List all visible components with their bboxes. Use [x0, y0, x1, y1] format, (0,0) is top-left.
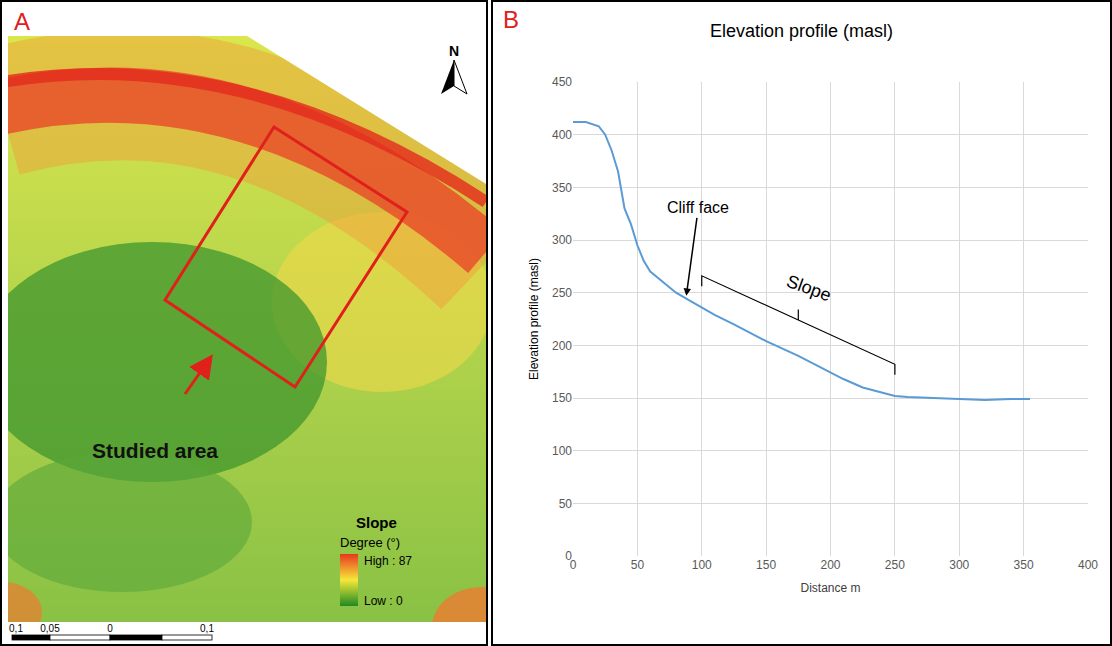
svg-text:150: 150: [552, 391, 572, 405]
svg-text:0,1: 0,1: [200, 623, 214, 634]
svg-text:Elevation profile (masl): Elevation profile (masl): [710, 21, 893, 41]
svg-text:Distance m: Distance m: [800, 581, 860, 595]
svg-text:100: 100: [692, 558, 712, 572]
svg-text:A: A: [14, 8, 30, 35]
svg-text:100: 100: [552, 444, 572, 458]
svg-text:Low : 0: Low : 0: [364, 594, 403, 608]
svg-text:350: 350: [1014, 558, 1034, 572]
svg-text:Studied area: Studied area: [92, 439, 218, 462]
svg-text:High : 87: High : 87: [364, 554, 412, 568]
svg-text:0,05: 0,05: [40, 623, 60, 634]
svg-text:Slope: Slope: [356, 514, 397, 531]
svg-text:50: 50: [631, 558, 645, 572]
svg-text:0,1: 0,1: [9, 623, 23, 634]
svg-text:450: 450: [552, 75, 572, 89]
svg-text:0: 0: [570, 558, 577, 572]
svg-text:Degree (°): Degree (°): [340, 535, 400, 550]
svg-text:400: 400: [1078, 558, 1098, 572]
svg-text:250: 250: [552, 286, 572, 300]
svg-text:350: 350: [552, 181, 572, 195]
svg-text:200: 200: [552, 339, 572, 353]
svg-text:250: 250: [885, 558, 905, 572]
html-text:B: B: [503, 6, 519, 33]
svg-text:Cliff face: Cliff face: [667, 199, 729, 216]
svg-text:0: 0: [107, 623, 113, 634]
svg-text:200: 200: [820, 558, 840, 572]
svg-text:Slope: Slope: [784, 271, 834, 306]
svg-text:Elevation profile (masl): Elevation profile (masl): [527, 258, 541, 380]
svg-text:400: 400: [552, 128, 572, 142]
svg-text:N: N: [449, 43, 459, 59]
svg-text:50: 50: [559, 497, 573, 511]
svg-text:150: 150: [756, 558, 776, 572]
svg-text:300: 300: [552, 233, 572, 247]
svg-text:300: 300: [949, 558, 969, 572]
svg-text:0: 0: [565, 549, 572, 563]
